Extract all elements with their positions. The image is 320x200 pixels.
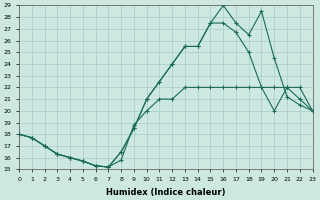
X-axis label: Humidex (Indice chaleur): Humidex (Indice chaleur)	[106, 188, 226, 197]
